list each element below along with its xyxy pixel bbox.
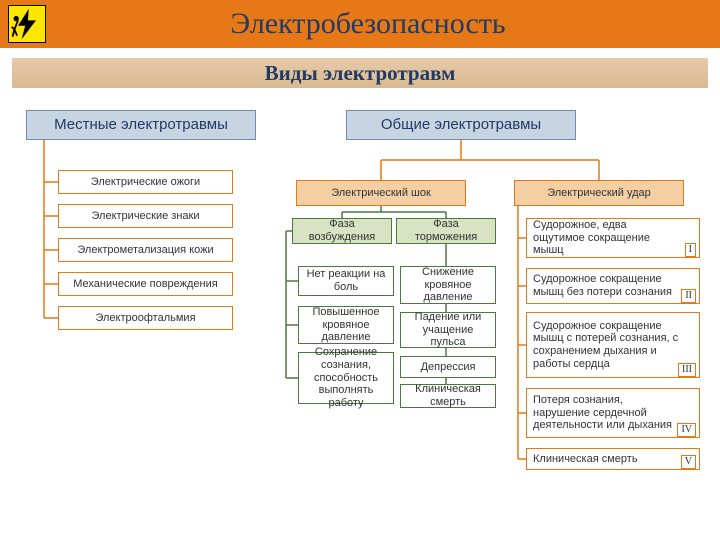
inhib-item: Депрессия: [400, 356, 496, 378]
branch-shock: Электрический шок: [296, 180, 466, 206]
page-title: Электробезопасность: [66, 7, 720, 41]
local-item: Механические повреждения: [58, 272, 233, 296]
local-item: Электроофтальмия: [58, 306, 233, 330]
roman-badge: I: [685, 243, 696, 257]
excite-item: Сохранение сознания, способность выполня…: [298, 352, 394, 404]
header-bar: Электробезопасность: [0, 0, 720, 48]
phase-inhib: Фаза торможения: [396, 218, 496, 244]
subtitle: Виды электротравм: [12, 58, 708, 88]
local-item: Электрометализация кожи: [58, 238, 233, 262]
excite-item: Повышенное кровяное давление: [298, 306, 394, 344]
strike-item: Клиническая смертьV: [526, 448, 700, 470]
roman-badge: V: [681, 455, 696, 469]
roman-badge: IV: [677, 423, 696, 437]
strike-item: Судорожное сокращение мышц без потери со…: [526, 268, 700, 304]
roman-badge: III: [678, 363, 696, 377]
category-local: Местные электротравмы: [26, 110, 256, 140]
warning-icon: [8, 5, 46, 43]
category-general: Общие электротравмы: [346, 110, 576, 140]
local-item: Электрические знаки: [58, 204, 233, 228]
branch-strike: Электрический удар: [514, 180, 684, 206]
strike-item: Судорожное, едва ощутимое сокращение мыш…: [526, 218, 700, 258]
roman-badge: II: [681, 289, 696, 303]
strike-item: Судорожное сокращение мышц с потерей соз…: [526, 312, 700, 378]
inhib-item: Снижение кровяное давление: [400, 266, 496, 304]
phase-excite: Фаза возбуждения: [292, 218, 392, 244]
local-item: Электрические ожоги: [58, 170, 233, 194]
inhib-item: Клиническая смерть: [400, 384, 496, 408]
excite-item: Нет реакции на боль: [298, 266, 394, 296]
inhib-item: Падение или учащение пульса: [400, 312, 496, 348]
strike-item: Потеря сознания, нарушение сердечной дея…: [526, 388, 700, 438]
